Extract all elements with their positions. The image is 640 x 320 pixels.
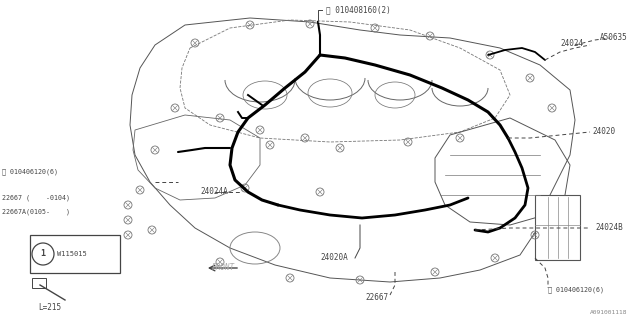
Text: A091001118: A091001118 [590,309,627,315]
Text: 22667A(0105-    ): 22667A(0105- ) [2,209,70,215]
Text: 24020A: 24020A [320,253,348,262]
Text: 1: 1 [40,250,45,259]
Text: A50635: A50635 [600,34,628,43]
Text: FRONT: FRONT [212,263,235,273]
Text: 24024B: 24024B [595,223,623,233]
Text: 22667: 22667 [365,293,388,302]
Text: Ⓑ 010406120(6): Ⓑ 010406120(6) [548,287,604,293]
FancyBboxPatch shape [30,235,120,273]
Text: 24024A: 24024A [200,188,228,196]
Text: L=215: L=215 [38,303,61,313]
Text: 24020: 24020 [592,127,615,137]
Text: 22667 (    -0104): 22667 ( -0104) [2,195,70,201]
FancyBboxPatch shape [535,195,580,260]
Text: 24024: 24024 [560,39,583,49]
Text: W115015: W115015 [57,251,87,257]
Text: Ⓑ 010408160(2): Ⓑ 010408160(2) [326,5,391,14]
FancyBboxPatch shape [32,278,46,288]
Text: Ⓑ 010406120(6): Ⓑ 010406120(6) [2,169,58,175]
